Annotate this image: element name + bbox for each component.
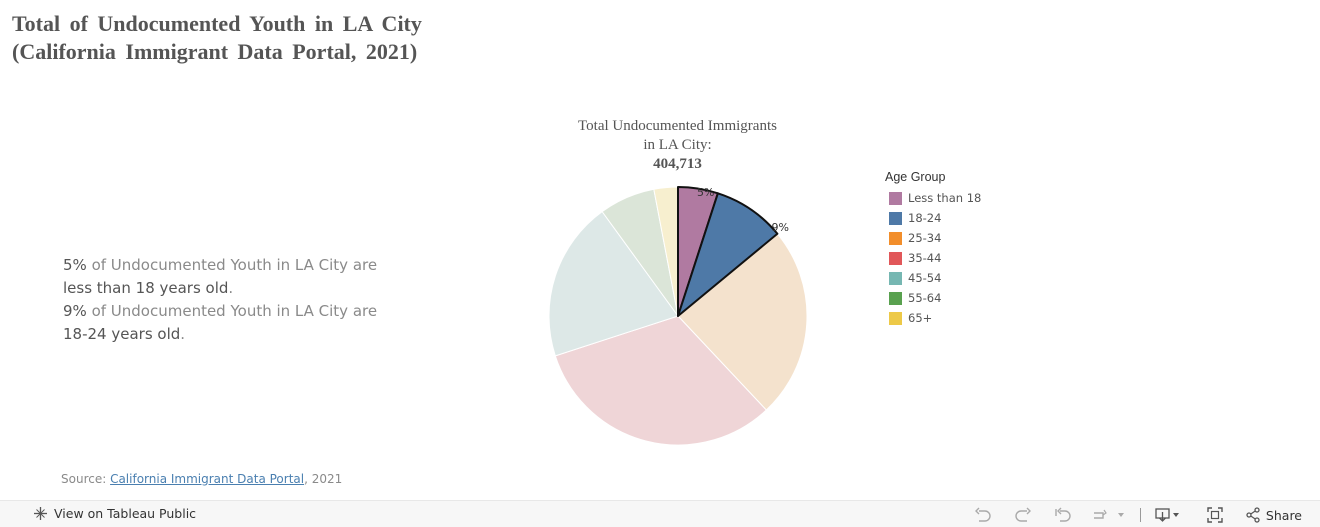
download-icon[interactable] [1155, 507, 1181, 523]
dashboard-title: Total of Undocumented Youth in LA City (… [12, 10, 492, 66]
pie-chart[interactable]: 5% 9% [540, 175, 820, 455]
title-line-1: Total of Undocumented Youth in LA City [12, 11, 422, 36]
chart-header: Total Undocumented Immigrants in LA City… [545, 117, 810, 174]
redo-icon[interactable] [1014, 507, 1032, 523]
legend-item[interactable]: 45-54 [885, 268, 981, 288]
view-on-tableau-public-button[interactable]: View on Tableau Public [33, 506, 196, 521]
undo-icon[interactable] [974, 507, 992, 523]
legend-title: Age Group [885, 170, 946, 184]
source-note: Source: California Immigrant Data Portal… [61, 472, 342, 486]
revert-icon[interactable] [1054, 507, 1072, 523]
legend-item[interactable]: 65+ [885, 308, 981, 328]
legend-swatch [889, 271, 902, 285]
share-icon [1245, 507, 1261, 523]
desc-18-24-label: 18-24 years old [63, 325, 181, 343]
chart-header-line-1: Total Undocumented Immigrants [578, 118, 777, 134]
legend-item[interactable]: 35-44 [885, 248, 981, 268]
legend-item[interactable]: 18-24 [885, 208, 981, 228]
refresh-icon[interactable] [1090, 507, 1108, 523]
desc-line-1-mid: of Undocumented Youth in LA City are [86, 256, 378, 274]
legend-swatch [889, 191, 902, 205]
pie-slice-18-24[interactable] [677, 192, 779, 317]
pie-slice-45-54[interactable] [548, 211, 679, 357]
source-link[interactable]: California Immigrant Data Portal [110, 472, 305, 486]
fullscreen-icon[interactable] [1207, 507, 1223, 523]
pie-data-label: 9% [771, 221, 788, 234]
title-line-2: (California Immigrant Data Portal, 2021) [12, 39, 418, 64]
toolbar-divider [1139, 508, 1141, 522]
pct-18-24: 9% [63, 302, 87, 320]
source-suffix: , 2021 [304, 472, 343, 486]
legend-label: 35-44 [908, 251, 942, 265]
legend-label: 55-64 [908, 291, 942, 305]
pie-slice-25-34[interactable] [677, 233, 808, 411]
legend: Age Group Less than 18 18-24 25-34 35-44 45-… [885, 170, 981, 328]
legend-swatch [889, 231, 902, 245]
period: . [180, 325, 186, 343]
legend-label: 65+ [908, 311, 933, 325]
chart-header-total: 404,713 [653, 156, 702, 172]
refresh-menu-chevron-icon[interactable] [1116, 510, 1126, 520]
legend-swatch [889, 311, 902, 325]
view-on-tableau-label: View on Tableau Public [54, 506, 197, 521]
tableau-logo-icon [33, 506, 48, 521]
legend-label: Less than 18 [908, 191, 982, 205]
pie-slice-35-44[interactable] [554, 315, 767, 446]
legend-item[interactable]: Less than 18 [885, 188, 981, 208]
legend-label: 45-54 [908, 271, 942, 285]
legend-swatch [889, 291, 902, 305]
source-prefix: Source: [61, 472, 111, 486]
chart-header-line-2: in LA City: [643, 137, 712, 153]
desc-line-2-mid: of Undocumented Youth in LA City are [86, 302, 378, 320]
share-label: Share [1265, 507, 1302, 523]
description-text: 5% of Undocumented Youth in LA City are … [63, 254, 403, 346]
legend-swatch [889, 251, 902, 265]
period: . [228, 279, 234, 297]
legend-item[interactable]: 25-34 [885, 228, 981, 248]
pct-under-18: 5% [63, 256, 87, 274]
legend-swatch [889, 211, 902, 225]
desc-under-18-label: less than 18 years old [63, 279, 229, 297]
share-button[interactable]: Share [1245, 507, 1302, 523]
legend-label: 18-24 [908, 211, 942, 225]
pie-data-label: 5% [697, 186, 714, 199]
legend-item[interactable]: 55-64 [885, 288, 981, 308]
legend-label: 25-34 [908, 231, 942, 245]
tableau-toolbar: View on Tableau Public Share [0, 500, 1320, 527]
